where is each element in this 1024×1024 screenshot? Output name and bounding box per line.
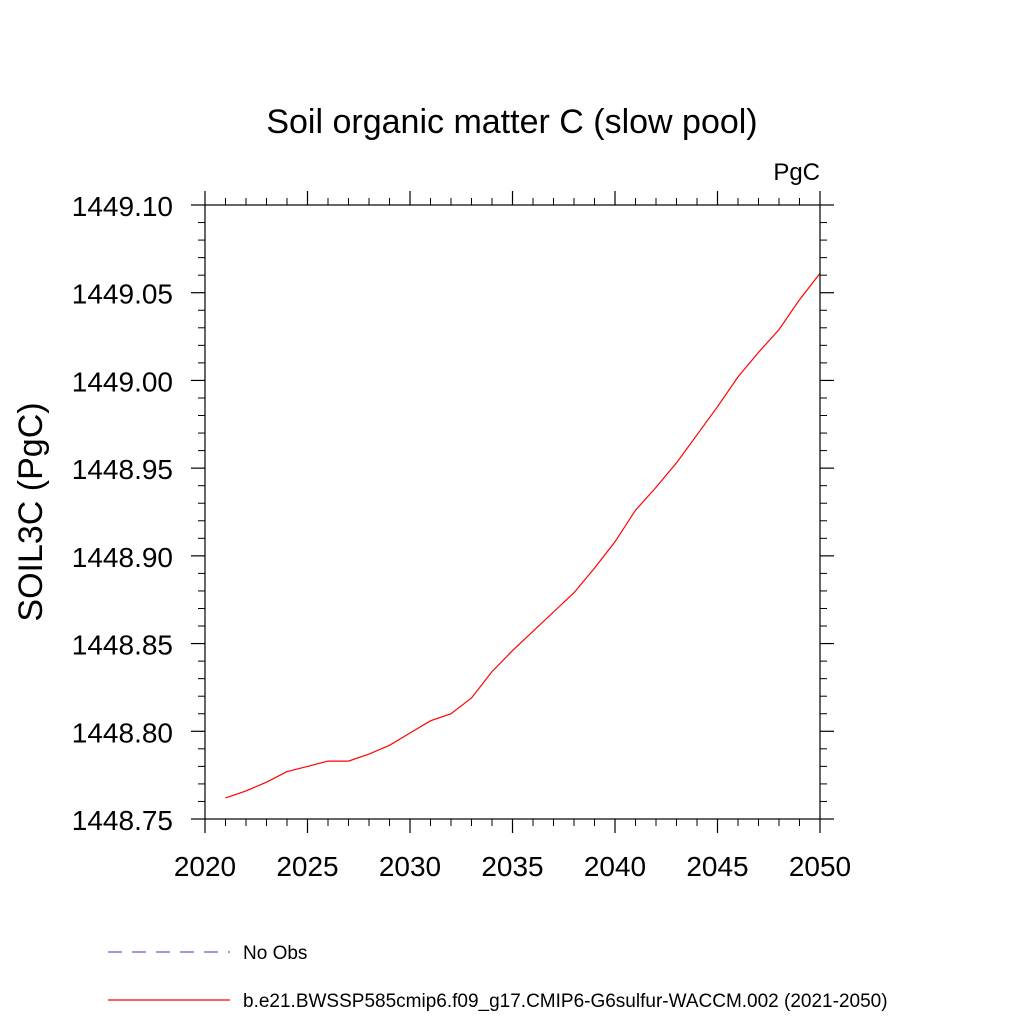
x-tick-label: 2050: [789, 851, 851, 882]
y-axis-label: SOIL3C (PgC): [12, 402, 50, 621]
y-tick-label: 1448.90: [72, 542, 173, 573]
x-tick-label: 2040: [584, 851, 646, 882]
y-tick-label: 1448.95: [72, 454, 173, 485]
series-lines: [225, 273, 821, 799]
x-tick-label: 2020: [174, 851, 236, 882]
y-tick-label: 1449.05: [72, 279, 173, 310]
legend-label: b.e21.BWSSP585cmip6.f09_g17.CMIP6-G6sulf…: [243, 991, 888, 1012]
minor-ticks: [198, 198, 827, 826]
x-tick-label: 2035: [481, 851, 543, 882]
x-tick-label: 2045: [686, 851, 748, 882]
x-tick-label: 2030: [379, 851, 441, 882]
units-label: PgC: [773, 159, 820, 186]
major-ticks: [191, 191, 834, 833]
y-tick-label: 1448.75: [72, 805, 173, 836]
plot-frame: [204, 204, 821, 820]
x-tick-label: 2025: [276, 851, 338, 882]
legend: No Obs b.e21.BWSSP585cmip6.f09_g17.CMIP6-…: [108, 943, 888, 1012]
y-tick-labels: 1448.75 1448.80 1448.85 1448.90 1448.95 1449.…: [72, 191, 173, 836]
x-tick-labels: 2020 2025 2030 2035 2040 2045 2050: [174, 851, 851, 882]
y-tick-label: 1449.00: [72, 366, 173, 397]
series-line: [225, 273, 821, 799]
chart-title: Soil organic matter C (slow pool): [266, 103, 757, 141]
y-tick-label: 1449.10: [72, 191, 173, 222]
y-tick-label: 1448.85: [72, 630, 173, 661]
y-tick-label: 1448.80: [72, 717, 173, 748]
legend-label: No Obs: [243, 943, 307, 964]
